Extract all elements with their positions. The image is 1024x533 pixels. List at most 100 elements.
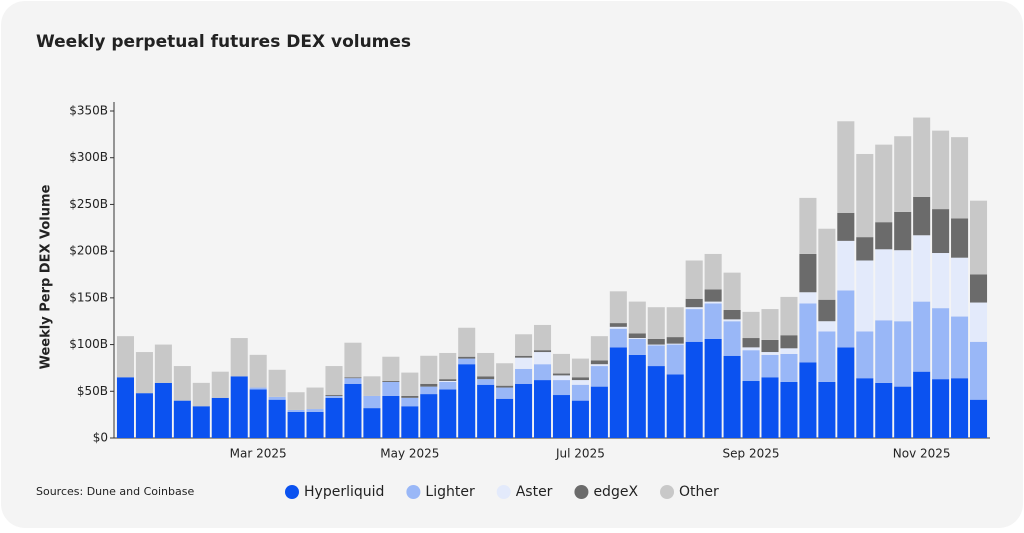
bar-segment xyxy=(666,337,684,344)
x-tick-label: Nov 2025 xyxy=(893,447,951,461)
y-tick-label: $150B xyxy=(69,290,108,304)
bar-segment xyxy=(780,353,798,382)
bar-segment xyxy=(666,344,684,375)
bar-segment xyxy=(439,352,457,380)
bar-segment xyxy=(951,257,969,317)
bar-segment xyxy=(666,343,684,345)
legend-label: Lighter xyxy=(425,484,475,500)
bar-segment xyxy=(685,260,703,299)
bar-segment xyxy=(666,307,684,338)
bar-segment xyxy=(932,209,950,254)
bar-segment xyxy=(401,406,419,438)
bar-segment xyxy=(382,381,400,382)
bar-segment xyxy=(799,253,817,293)
bar-segment xyxy=(477,352,495,377)
bar-segment xyxy=(325,395,343,398)
y-axis-label: Weekly Perp DEX Volume xyxy=(39,184,54,369)
bar-segment xyxy=(894,211,912,251)
y-tick-label: $200B xyxy=(69,244,108,258)
bar-segment xyxy=(552,375,571,381)
bar-segment xyxy=(382,356,400,382)
bar-segment xyxy=(969,399,988,438)
bar-segment xyxy=(742,347,760,351)
bar-segment xyxy=(515,355,533,358)
bar-segment xyxy=(628,338,646,355)
bar-segment xyxy=(552,353,571,374)
bar-segment xyxy=(723,310,741,320)
bar-segment xyxy=(666,374,684,438)
bar-segment xyxy=(894,250,912,322)
y-tick-label: $250B xyxy=(69,197,108,211)
bar-segment xyxy=(875,249,893,321)
bar-segment xyxy=(344,383,362,438)
bar-segment xyxy=(685,298,703,308)
bar-segment xyxy=(325,397,343,438)
bar-segment xyxy=(780,348,798,354)
bar-segment xyxy=(837,240,855,291)
bar-segment xyxy=(173,400,191,438)
bar-segment xyxy=(913,371,931,438)
bar-segment xyxy=(875,144,893,223)
bar-segment xyxy=(875,382,893,438)
bar-segment xyxy=(609,323,627,327)
bar-segment xyxy=(552,380,571,396)
bar-segment xyxy=(496,398,514,438)
bar-segment xyxy=(932,130,950,210)
legend-marker xyxy=(285,485,299,499)
bar-segment xyxy=(628,338,646,339)
bar-segment xyxy=(344,377,362,379)
bar-segment xyxy=(932,379,950,438)
bar-segment xyxy=(382,381,400,396)
bar-segment xyxy=(951,378,969,438)
bar-segment xyxy=(704,338,722,438)
bar-segment xyxy=(837,212,855,241)
bar-segment xyxy=(477,384,495,438)
bar-segment xyxy=(477,376,495,380)
bar-segment xyxy=(951,218,969,258)
bar-segment xyxy=(647,307,665,339)
bar-segment xyxy=(628,301,646,334)
bar-segment xyxy=(894,136,912,212)
bar-segment xyxy=(704,253,722,290)
y-tick-label: $0 xyxy=(93,431,108,445)
bar-segment xyxy=(154,382,172,438)
bar-segment xyxy=(969,341,988,400)
bar-segment xyxy=(856,378,874,438)
bar-segment xyxy=(609,347,627,438)
bar-segment xyxy=(458,358,476,365)
bar-segment xyxy=(496,385,514,388)
bar-segment xyxy=(552,395,571,438)
legend-label: Aster xyxy=(516,484,553,500)
bar-segment xyxy=(420,394,438,438)
bar-segment xyxy=(704,301,722,304)
bar-segment xyxy=(723,319,741,322)
bar-segment xyxy=(856,153,874,238)
bar-segment xyxy=(742,381,760,438)
bar-segment xyxy=(723,355,741,438)
bar-segment xyxy=(723,321,741,356)
chart-title: Weekly perpetual futures DEX volumes xyxy=(36,32,411,52)
bar-segment xyxy=(761,354,779,378)
bar-segment xyxy=(647,366,665,438)
bar-segment xyxy=(515,368,533,384)
legend-marker xyxy=(406,485,421,499)
bar-segment xyxy=(590,364,608,367)
bar-segment xyxy=(761,377,779,438)
bar-segment xyxy=(477,379,495,385)
bar-segment xyxy=(818,228,836,300)
bar-segment xyxy=(799,362,817,438)
y-tick-label: $300B xyxy=(69,150,108,164)
bar-segment xyxy=(818,321,836,332)
bar-segment xyxy=(894,321,912,387)
bar-segment xyxy=(761,339,779,353)
bar-segment xyxy=(230,376,248,438)
x-tick-label: Jul 2025 xyxy=(555,447,605,461)
bar-segment xyxy=(913,235,931,302)
bar-segment xyxy=(420,355,438,384)
bar-segment xyxy=(799,197,817,254)
legend-marker xyxy=(660,485,675,499)
bar-segment xyxy=(515,334,533,356)
x-tick-label: Sep 2025 xyxy=(723,447,780,461)
bar-segment xyxy=(249,387,267,390)
bar-segment xyxy=(571,400,589,438)
